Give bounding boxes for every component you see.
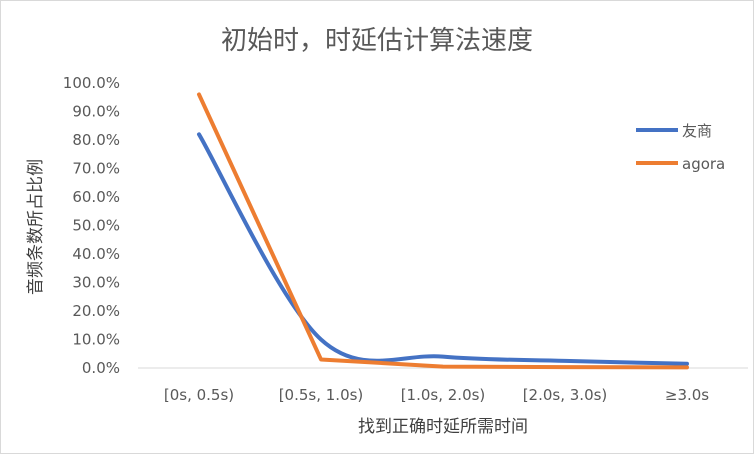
y-tick-label: 0.0% — [82, 359, 120, 377]
y-tick-label: 80.0% — [72, 131, 120, 149]
y-tick-label: 50.0% — [72, 217, 120, 235]
x-tick-label: [2.0s, 3.0s) — [523, 386, 608, 404]
series-line-2 — [197, 92, 689, 370]
legend: 友商 agora — [636, 122, 725, 173]
y-tick-label: 100.0% — [63, 74, 120, 92]
x-tick-label: [0s, 0.5s) — [164, 386, 234, 404]
y-tick-label: 40.0% — [72, 245, 120, 263]
x-tick-label: [1.0s, 2.0s) — [401, 386, 486, 404]
legend-label-series-2: agora — [682, 155, 725, 173]
y-tick-label: 10.0% — [72, 331, 120, 349]
y-tick-label: 70.0% — [72, 160, 120, 178]
y-tick-label: 30.0% — [72, 274, 120, 292]
y-axis-ticks: 0.0% 10.0% 20.0% 30.0% 40.0% 50.0% 60.0% 70.0% 8… — [63, 74, 120, 377]
legend-label-series-1: 友商 — [682, 122, 712, 140]
series-line-1 — [197, 132, 689, 366]
x-tick-label: [0.5s, 1.0s) — [279, 386, 364, 404]
series-layer — [197, 92, 689, 370]
y-tick-label: 60.0% — [72, 188, 120, 206]
x-tick-label: ≥3.0s — [665, 386, 709, 404]
y-tick-label: 90.0% — [72, 103, 120, 121]
x-axis-ticks: [0s, 0.5s) [0.5s, 1.0s) [1.0s, 2.0s) [2.0s,… — [164, 386, 709, 404]
y-tick-label: 20.0% — [72, 302, 120, 320]
chart-title: 初始时，时延估计算法速度 — [221, 26, 533, 56]
y-axis-title: 音频条数所占比例 — [26, 159, 46, 295]
x-axis-title: 找到正确时延所需时间 — [358, 417, 528, 437]
